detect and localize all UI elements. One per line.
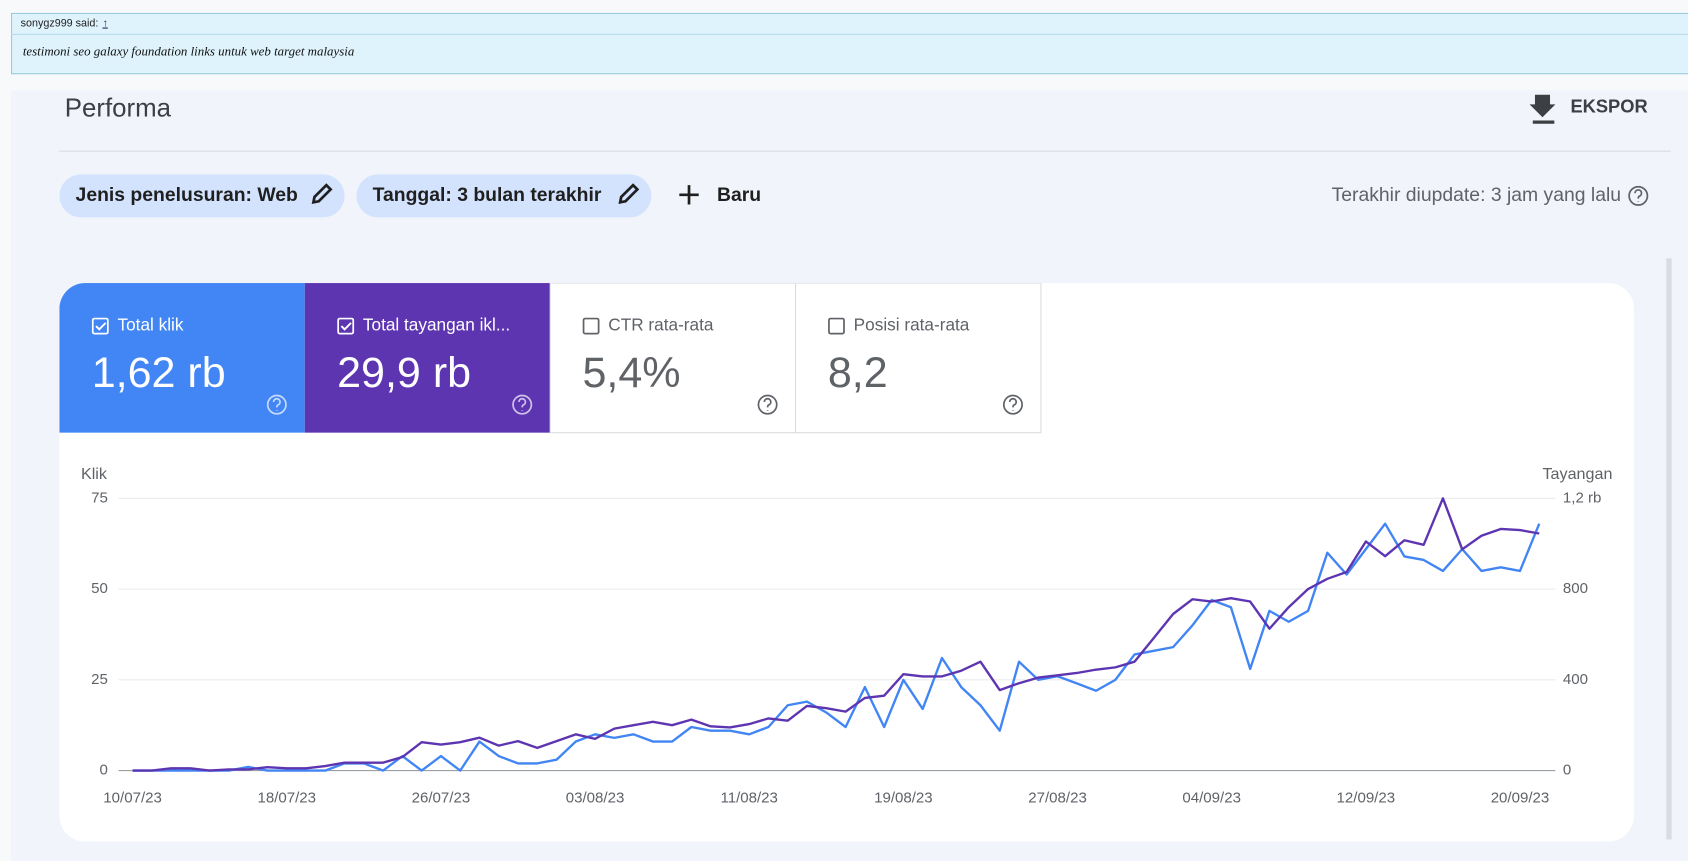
plus-icon [679,185,699,205]
x-tick-label: 18/07/23 [257,790,316,807]
check [340,322,352,331]
y-tick-label: 0 [99,762,107,779]
checkbox [337,317,355,335]
check [95,322,107,331]
metric-label: Posisi rata-rata [854,315,970,335]
updated-text: Terakhir diupdate: 3 jam yang lalu [1332,184,1621,206]
edit-icon [618,183,640,205]
post-link[interactable]: ↑ [102,18,107,30]
x-tick-label: 10/07/23 [103,790,162,807]
scrollbar [1666,258,1672,840]
help-mark [272,397,281,411]
metric-value: 1,62 rb [92,349,226,397]
help-mark [1634,189,1643,202]
help-icon [1002,394,1023,415]
download-icon [1529,94,1556,124]
x-tick-label: 27/08/23 [1028,790,1087,807]
y2-axis-label: Tayangan [1543,465,1613,483]
help-icon [512,394,533,415]
y2-tick-label: 1,2 rb [1563,489,1601,506]
y2-tick-label: 0 [1563,762,1571,779]
checkbox [828,317,845,335]
series-line [132,497,1540,772]
y-axis-label: Klik [81,465,108,483]
series-line [132,522,1541,772]
export-button[interactable]: EKSPOR [1570,95,1647,116]
metric-card[interactable] [304,283,551,433]
y-tick-label: 75 [91,489,108,506]
x-tick-label: 20/09/23 [1491,790,1550,807]
filter-text: Tanggal: 3 bulan terakhir [373,184,602,206]
x-tick-label: 12/09/23 [1337,790,1396,807]
x-tick-label: 26/07/23 [412,790,471,807]
help-icon [266,394,287,415]
help-mark [1008,397,1018,411]
metric-card[interactable] [795,283,1042,434]
filter-text: Jenis penelusuran: Web [76,184,299,206]
metric-card[interactable] [59,283,305,433]
help-icon [1628,185,1649,206]
metric-label: CTR rata-rata [608,315,714,335]
metric-label: Total klik [118,315,184,335]
metric-label: Total tayangan ikl... [363,315,510,335]
metric-value: 5,4% [582,349,680,397]
filter-chip[interactable] [356,174,652,218]
x-tick-label: 11/08/23 [720,790,777,807]
help-icon [757,394,778,415]
help-mark [763,397,772,411]
post-text: testimoni seo galaxy foundation links un… [23,44,354,59]
x-tick-label: 04/09/23 [1182,790,1241,807]
title: Performa [65,95,172,123]
y2-tick-label: 400 [1563,671,1588,688]
x-tick-label: 03/08/23 [566,790,625,807]
help-mark [518,397,527,411]
filter-chip[interactable] [59,174,345,218]
new-button[interactable]: Baru [717,184,761,206]
checkbox [582,317,600,335]
y-tick-label: 50 [91,580,108,597]
post-box [10,12,1688,75]
chart-card: Total klik 1,62 rb Total tayangan ikl... 29… [59,283,1634,842]
y-tick-label: 25 [91,671,108,688]
metric-value: 29,9 rb [337,349,471,397]
checkbox [91,317,109,335]
y2-tick-label: 800 [1563,580,1588,597]
post-author: sonygz999 said: [21,18,99,30]
x-tick-label: 19/08/23 [874,790,933,807]
edit-icon [311,183,333,205]
metric-value: 8,2 [828,349,888,397]
metric-card[interactable] [549,283,797,434]
